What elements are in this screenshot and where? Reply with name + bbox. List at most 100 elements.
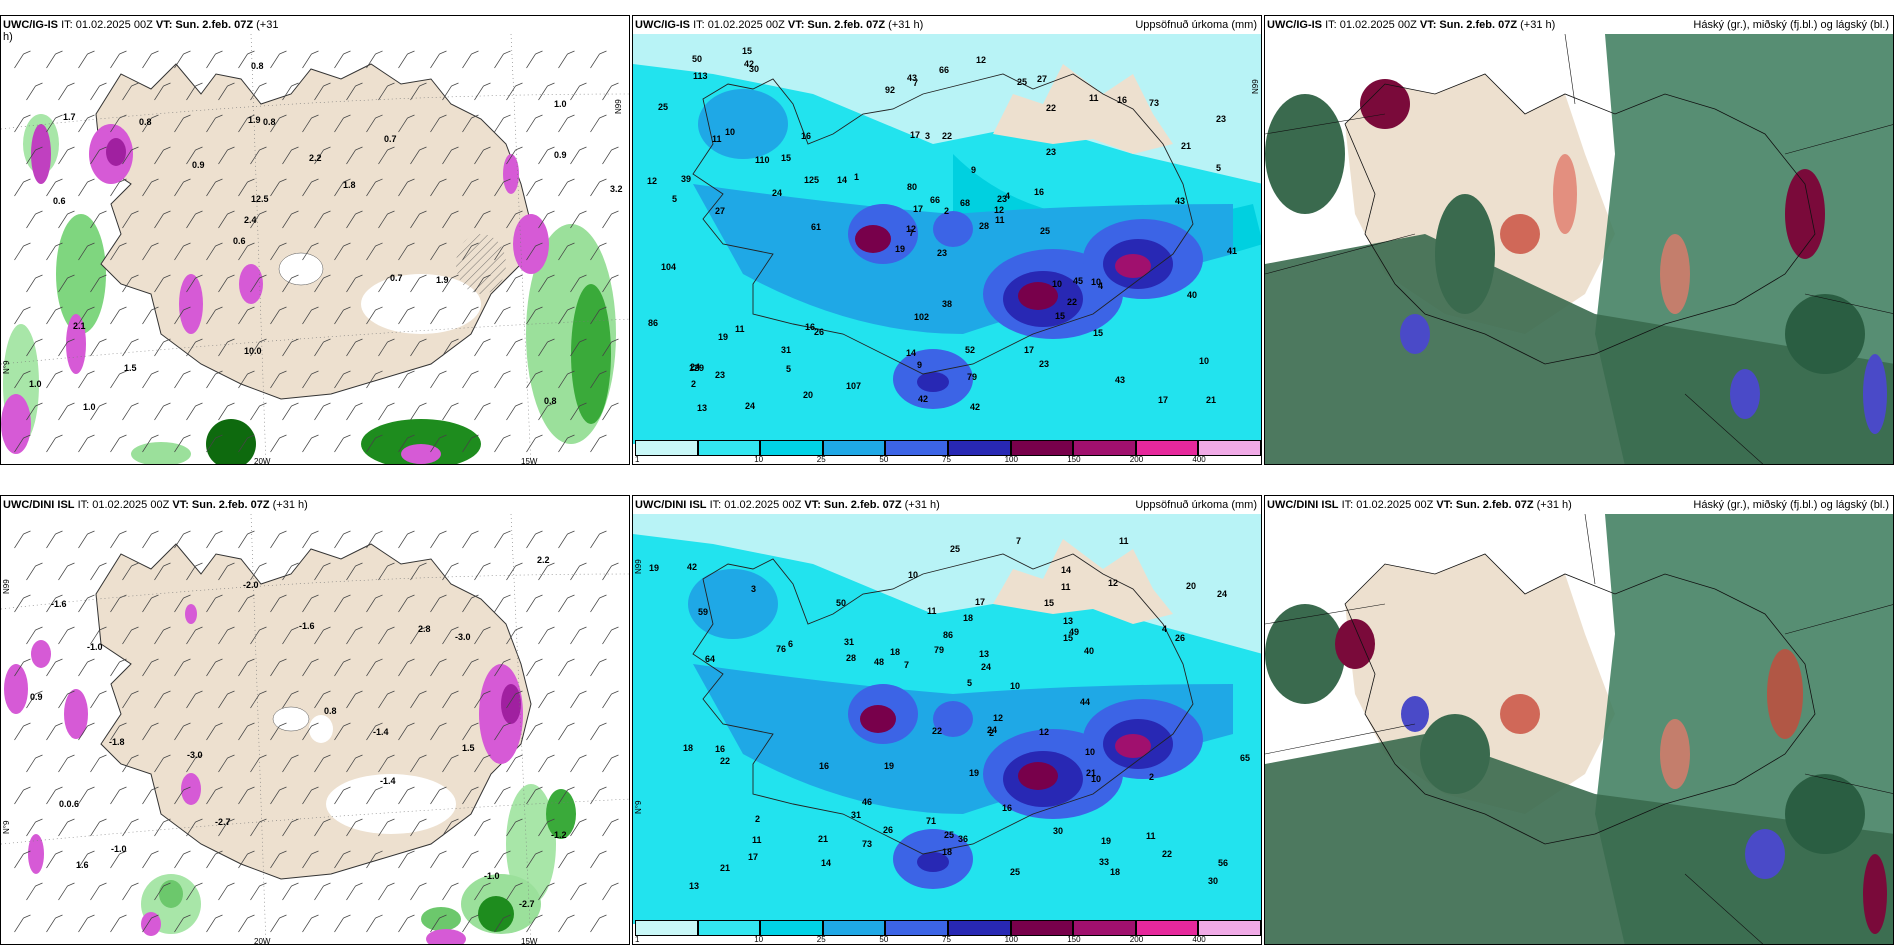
wind-barb — [602, 274, 619, 293]
colorbar-label: 75 — [942, 455, 951, 464]
wind-barb — [174, 530, 191, 549]
map-value-label: 16 — [1034, 187, 1044, 197]
wind-barb — [58, 274, 75, 293]
map-value-label: 11 — [712, 134, 722, 144]
wind-barb — [590, 850, 607, 869]
wind-barb — [218, 82, 235, 101]
wind-barb — [442, 754, 459, 773]
wind-barb — [154, 562, 171, 581]
wind-barb — [590, 530, 607, 549]
map-value-label: 0.0.6 — [59, 799, 79, 809]
wind-barb — [250, 274, 267, 293]
wind-barb — [494, 658, 511, 677]
wind-barb — [270, 850, 287, 869]
map-value-label: 41 — [1227, 246, 1237, 256]
wind-barb — [14, 850, 31, 869]
wind-barb — [154, 210, 171, 229]
wind-barb — [238, 914, 255, 933]
map-value-label: 19 — [718, 332, 728, 342]
wind-barb — [122, 754, 139, 773]
map-value-label: 13 — [689, 881, 699, 891]
wind-barb — [206, 594, 223, 613]
map-value-label: 1.0 — [83, 402, 96, 412]
map-value-label: 5 — [786, 364, 791, 374]
map-value-label: 11 — [752, 835, 762, 845]
map-value-label: 110 — [755, 155, 770, 165]
wind-barb — [90, 626, 107, 645]
wind-barb — [346, 690, 363, 709]
wind-barb — [186, 690, 203, 709]
wind-barb — [282, 562, 299, 581]
map-value-label: -1.8 — [109, 737, 125, 747]
wind-barb — [90, 274, 107, 293]
wind-barb — [334, 786, 351, 805]
map-value-label: 24 — [1217, 589, 1227, 599]
wind-barb — [538, 562, 555, 581]
map-value-label: 12 — [906, 224, 916, 234]
map-value-label: 24 — [772, 188, 782, 198]
graticule — [1, 514, 629, 944]
wind-barb — [494, 434, 511, 453]
map-value-label: 42 — [687, 562, 697, 572]
map-value-label: 12 — [976, 55, 986, 65]
wind-barb — [142, 50, 159, 69]
map-value-label: 21 — [1181, 141, 1191, 151]
map-value-label: 3.2 — [610, 184, 623, 194]
wind-barb — [366, 114, 383, 133]
wind-barb — [250, 402, 267, 421]
wind-barb — [14, 722, 31, 741]
wind-barb — [602, 82, 619, 101]
wind-barb — [186, 274, 203, 293]
map-value-label: 2 — [1149, 772, 1154, 782]
map-value-label: 12 — [1039, 727, 1049, 737]
map-value-label: 10 — [1010, 681, 1020, 691]
wind-barb — [250, 882, 267, 901]
wind-barb — [366, 658, 383, 677]
wind-barb — [14, 178, 31, 197]
wind-barb — [314, 274, 331, 293]
map-value-label: 22 — [942, 131, 952, 141]
wind-barb — [46, 530, 63, 549]
wind-barb — [506, 818, 523, 837]
wind-barb — [570, 402, 587, 421]
wind-barb — [58, 146, 75, 165]
map-value-label: 28 — [979, 221, 989, 231]
wind-barb — [270, 114, 287, 133]
wind-barb — [78, 178, 95, 197]
wind-barb — [494, 722, 511, 741]
map-value-label: 10.0 — [244, 346, 262, 356]
map-value-label: 16 — [805, 322, 815, 332]
wind-barb — [26, 626, 43, 645]
map-value-label: 2 — [989, 728, 994, 738]
map-value-label: 12 — [1108, 578, 1118, 588]
wind-barb — [26, 562, 43, 581]
map-value-label: -1.4 — [380, 776, 396, 786]
wind-barb — [602, 690, 619, 709]
wind-barb — [78, 434, 95, 453]
wind-barb — [410, 626, 427, 645]
colorbar-label: 150 — [1067, 455, 1081, 464]
wind-barb — [186, 562, 203, 581]
wind-barb — [430, 850, 447, 869]
wind-barb — [186, 818, 203, 837]
wind-barb — [218, 274, 235, 293]
wind-barb — [570, 338, 587, 357]
wind-barb — [474, 818, 491, 837]
map-value-label: 11 — [735, 324, 745, 334]
wind-barb — [334, 914, 351, 933]
wind-barb — [78, 722, 95, 741]
map-value-label: 22 — [932, 726, 942, 736]
wind-barb — [474, 754, 491, 773]
wind-barb — [430, 594, 447, 613]
colorbar-label: 400 — [1192, 455, 1206, 464]
wind-barb — [462, 114, 479, 133]
map-value-label: -2.7 — [215, 817, 231, 827]
map-value-label: 0.9 — [192, 160, 205, 170]
map-value-label: -3.0 — [187, 750, 203, 760]
wind-barb — [238, 658, 255, 677]
wind-barb — [410, 402, 427, 421]
wind-barb — [570, 82, 587, 101]
wind-barb — [282, 338, 299, 357]
wind-barb — [142, 370, 159, 389]
wind-barb — [570, 754, 587, 773]
